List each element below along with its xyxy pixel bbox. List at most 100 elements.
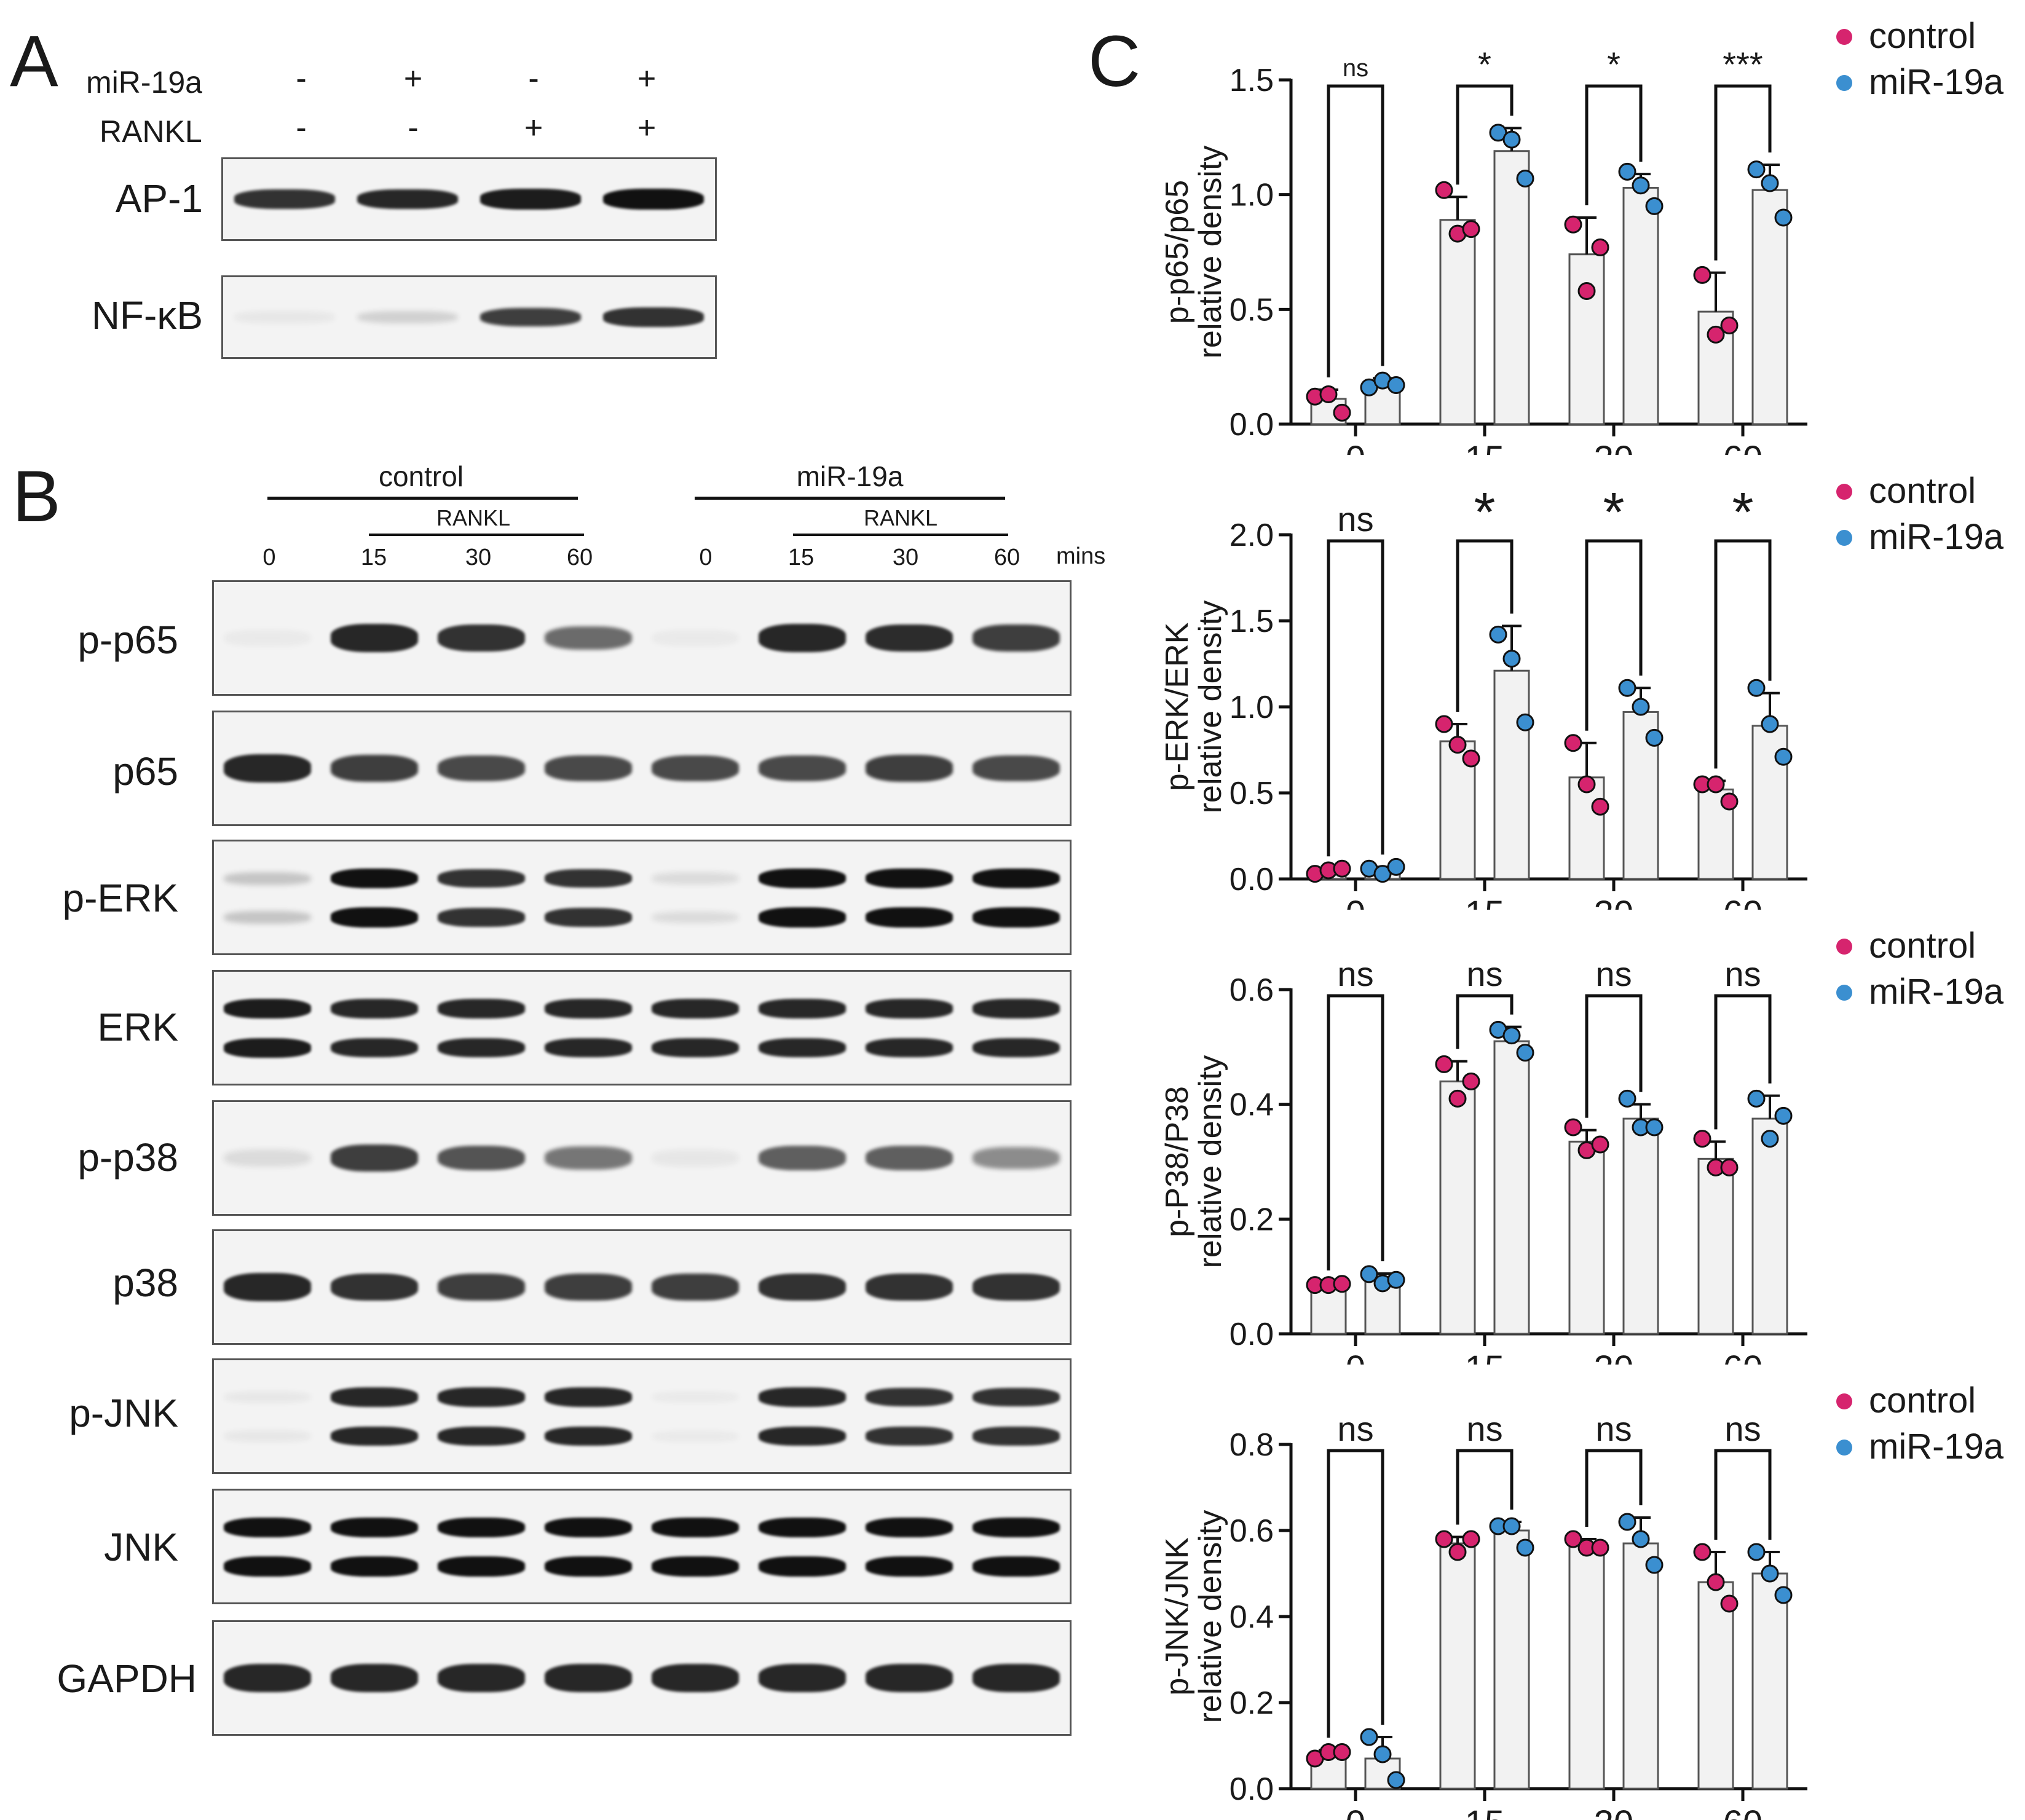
y-tick-label: 0.0 bbox=[1230, 1317, 1274, 1352]
data-point-mir19a bbox=[1387, 857, 1405, 876]
band-lane-1 bbox=[234, 311, 335, 323]
band-lane-4 bbox=[544, 1664, 633, 1692]
significance-label: ns bbox=[1337, 955, 1373, 993]
significance-label: * bbox=[1603, 482, 1624, 543]
significance-label: ns bbox=[1343, 55, 1368, 82]
data-point-mir19a bbox=[1645, 728, 1664, 747]
data-point-mir19a bbox=[1387, 1771, 1405, 1789]
band-lane-6 bbox=[758, 1273, 847, 1301]
x-tick-label: 0 bbox=[1346, 894, 1365, 910]
blot-p-p65 bbox=[212, 580, 1072, 696]
band-lane-8 bbox=[972, 1147, 1060, 1169]
band-lane-4-2 bbox=[544, 1556, 633, 1577]
significance-label: * bbox=[1732, 482, 1753, 543]
data-point-mir19a bbox=[1502, 1517, 1521, 1535]
data-point-control bbox=[1693, 1543, 1711, 1561]
band-lane-5-1 bbox=[651, 1517, 740, 1538]
data-point-mir19a bbox=[1645, 1556, 1664, 1574]
x-tick-label: 30 bbox=[1594, 439, 1634, 455]
sign-mir19a-lane-3: - bbox=[528, 61, 539, 97]
band-lane-1-1 bbox=[223, 1517, 312, 1538]
data-point-mir19a bbox=[1387, 1270, 1405, 1289]
band-lane-6-2 bbox=[758, 1427, 847, 1446]
data-point-mir19a bbox=[1502, 1026, 1521, 1045]
band-lane-8-1 bbox=[972, 999, 1060, 1018]
band-lane-7 bbox=[865, 1273, 953, 1301]
y-tick-label: 0.6 bbox=[1230, 1513, 1274, 1549]
data-point-mir19a bbox=[1618, 1513, 1636, 1531]
significance-label: *** bbox=[1723, 45, 1762, 84]
band-lane-3 bbox=[480, 189, 581, 210]
band-lane-4 bbox=[544, 626, 633, 650]
data-point-mir19a bbox=[1645, 197, 1664, 215]
rankl-label-mir19a: RANKL bbox=[863, 505, 938, 530]
band-lane-2-2 bbox=[330, 1556, 419, 1577]
data-point-control bbox=[1333, 859, 1351, 878]
data-point-control bbox=[1448, 736, 1467, 754]
time-label-mir19a-30: 30 bbox=[892, 545, 919, 570]
band-lane-6-1 bbox=[758, 1517, 847, 1538]
x-tick-label: 15 bbox=[1465, 894, 1505, 910]
band-lane-6-2 bbox=[758, 907, 847, 928]
band-lane-4 bbox=[603, 189, 704, 210]
blot-jnk bbox=[212, 1489, 1072, 1604]
blot-p-jnk bbox=[212, 1358, 1072, 1474]
data-point-control bbox=[1693, 1130, 1711, 1148]
time-label-mir19a-0: 0 bbox=[699, 545, 712, 570]
band-lane-1-2 bbox=[223, 1556, 312, 1577]
band-lane-7-1 bbox=[865, 868, 953, 889]
blot-label-p65: p65 bbox=[112, 749, 178, 794]
band-lane-6-2 bbox=[758, 1038, 847, 1058]
band-lane-1 bbox=[234, 189, 335, 209]
data-point-mir19a bbox=[1747, 679, 1766, 697]
y-axis-label: p-P38/P38 bbox=[1159, 1086, 1195, 1237]
band-lane-8 bbox=[972, 1273, 1060, 1301]
blot-label-p-p38: p-p38 bbox=[77, 1135, 178, 1180]
y-tick-label: 1.0 bbox=[1230, 178, 1274, 213]
rankl-line-mir19a bbox=[793, 534, 1008, 536]
group-line-control bbox=[267, 497, 578, 500]
band-lane-8-2 bbox=[972, 907, 1060, 928]
data-point-mir19a bbox=[1632, 176, 1650, 195]
band-lane-7 bbox=[865, 755, 953, 782]
data-point-mir19a bbox=[1618, 162, 1636, 181]
blot-label-p-erk: p-ERK bbox=[62, 876, 179, 920]
blot-label-gapdh: GAPDH bbox=[57, 1657, 197, 1701]
data-point-control bbox=[1591, 1135, 1609, 1154]
x-tick-label: 30 bbox=[1594, 1803, 1634, 1820]
legend-marker-mir19a bbox=[1836, 1440, 1852, 1456]
group-line-mir19a bbox=[695, 497, 1005, 500]
blot-p-erk bbox=[212, 840, 1072, 955]
band-lane-2-1 bbox=[330, 868, 419, 889]
band-lane-2-2 bbox=[330, 1038, 419, 1058]
blot-label-p-p65: p-p65 bbox=[77, 618, 178, 662]
legend-label-control: control bbox=[1869, 1381, 1976, 1420]
bar-control bbox=[1568, 253, 1605, 425]
band-lane-1 bbox=[223, 754, 312, 782]
band-lane-4 bbox=[603, 307, 704, 327]
time-label-control-0: 0 bbox=[262, 545, 276, 570]
data-point-mir19a bbox=[1360, 1265, 1378, 1283]
data-point-mir19a bbox=[1502, 650, 1521, 668]
bar-control bbox=[1697, 1581, 1734, 1790]
band-lane-3-2 bbox=[437, 1427, 526, 1446]
band-lane-7 bbox=[865, 1146, 953, 1170]
legend-marker-mir19a bbox=[1836, 530, 1852, 546]
significance-label: * bbox=[1478, 45, 1491, 84]
y-axis-label-2: relative density bbox=[1193, 1510, 1228, 1723]
data-point-mir19a bbox=[1516, 713, 1534, 731]
data-point-mir19a bbox=[1387, 376, 1405, 395]
y-tick-label: 0.2 bbox=[1230, 1202, 1274, 1237]
bar-control bbox=[1568, 1140, 1605, 1335]
band-lane-1 bbox=[223, 1273, 312, 1301]
data-point-control bbox=[1577, 775, 1596, 794]
group-label-control: control bbox=[378, 460, 464, 492]
sign-mir19a-lane-1: - bbox=[296, 61, 307, 97]
data-point-mir19a bbox=[1618, 679, 1636, 697]
band-lane-1-2 bbox=[223, 1038, 312, 1058]
band-lane-6 bbox=[758, 1146, 847, 1170]
band-lane-5 bbox=[651, 755, 740, 781]
data-point-mir19a bbox=[1618, 1089, 1636, 1108]
x-tick-label: 60 bbox=[1723, 1803, 1763, 1820]
legend-marker-control bbox=[1836, 29, 1852, 45]
